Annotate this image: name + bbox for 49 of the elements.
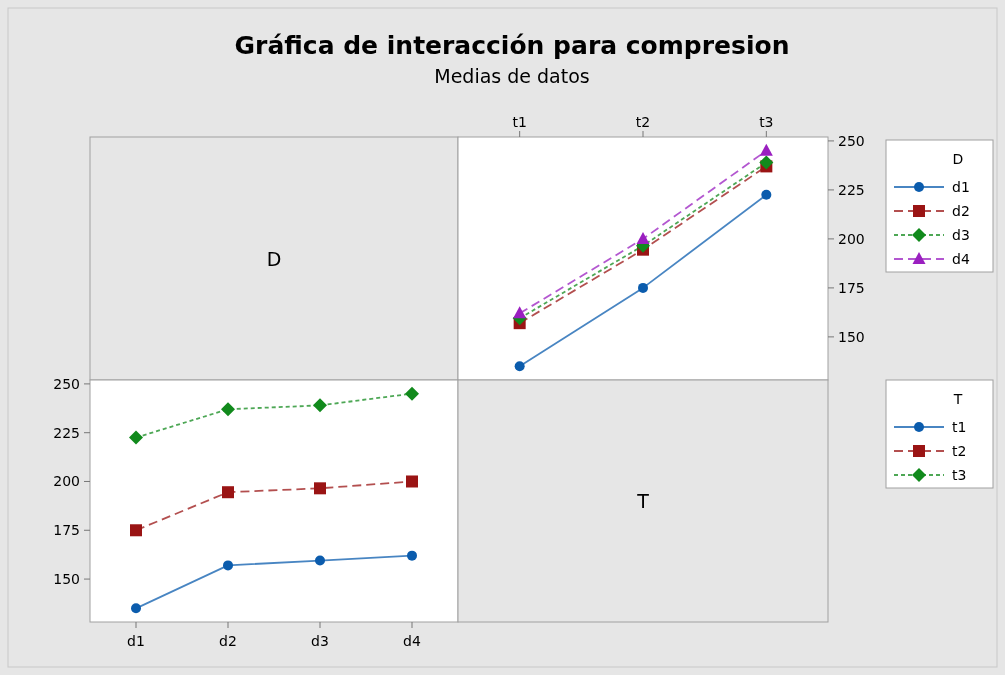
y-tick-label: 250	[838, 132, 865, 149]
legend-title: D	[952, 151, 964, 167]
y-tick-label: 200	[53, 473, 80, 490]
point	[221, 402, 235, 417]
legend-label: d2	[952, 203, 970, 219]
legend-label: t3	[952, 467, 967, 483]
y-tick-label: 225	[838, 181, 865, 198]
legend-title: T	[952, 391, 963, 407]
legend-label: t1	[952, 419, 967, 435]
x-tick-label: d3	[311, 633, 329, 649]
point	[315, 555, 325, 566]
x-tick-label: t1	[512, 114, 527, 130]
point	[129, 430, 143, 445]
point	[636, 231, 650, 244]
point	[759, 143, 773, 156]
point	[130, 524, 142, 537]
point	[131, 603, 141, 614]
point	[407, 550, 417, 561]
text: D	[266, 247, 282, 270]
point	[514, 361, 525, 372]
legend-label: d3	[952, 227, 970, 243]
point	[223, 560, 233, 571]
point	[405, 386, 419, 401]
y-tick-label: 150	[838, 328, 865, 345]
x-tick-label: d2	[219, 633, 237, 649]
y-tick-label: 250	[53, 375, 80, 392]
y-tick-label: 150	[53, 571, 80, 588]
point	[513, 306, 527, 319]
text: T	[636, 490, 650, 512]
point	[313, 398, 327, 413]
legend-label: d1	[952, 179, 970, 195]
point	[222, 486, 234, 499]
y-tick-label: 225	[53, 424, 80, 441]
y-tick-label: 175	[53, 522, 80, 539]
legend-label: t2	[952, 443, 967, 459]
point	[759, 155, 774, 170]
point	[761, 189, 772, 200]
x-tick-label: t3	[759, 114, 774, 130]
point	[314, 482, 326, 495]
text: Medias de datos	[434, 65, 590, 87]
text: Gráfica de interacción para compresion	[234, 31, 790, 60]
point	[406, 475, 418, 488]
y-tick-label: 175	[838, 279, 865, 296]
legend-label: d4	[952, 251, 970, 267]
point	[638, 282, 648, 293]
x-tick-label: t2	[635, 114, 651, 130]
x-tick-label: d4	[403, 633, 421, 649]
x-tick-label: d1	[127, 633, 145, 649]
y-tick-label: 200	[838, 230, 865, 247]
